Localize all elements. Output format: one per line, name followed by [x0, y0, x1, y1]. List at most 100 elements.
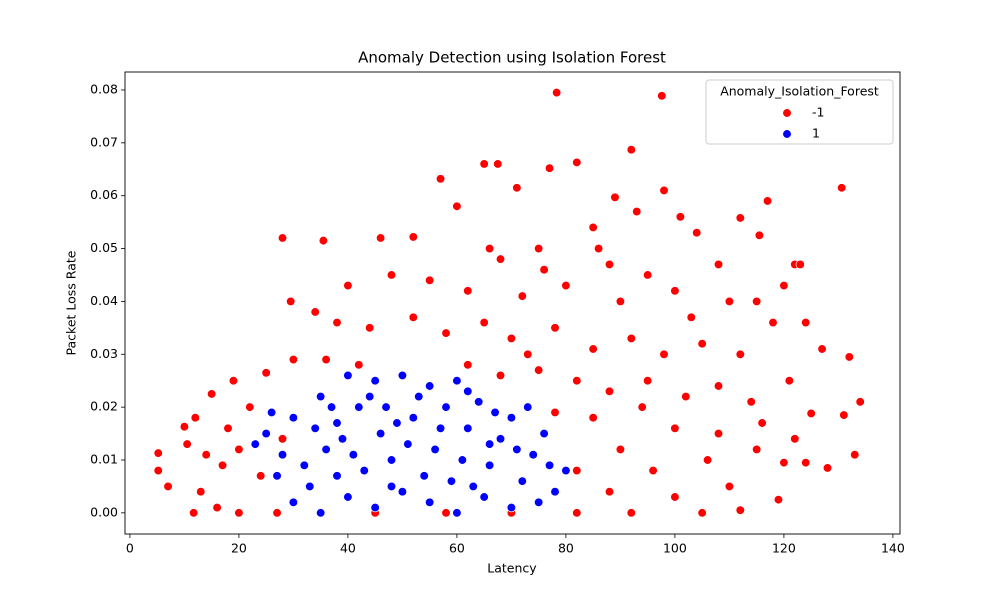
point: [386, 455, 397, 465]
point: [534, 497, 544, 507]
point: [343, 280, 353, 291]
point: [430, 444, 440, 455]
point: [713, 259, 724, 270]
point: [528, 450, 538, 460]
point: [425, 381, 435, 391]
point: [153, 465, 163, 476]
point: [484, 460, 495, 470]
point: [425, 497, 435, 507]
point: [626, 508, 636, 518]
point: [468, 481, 478, 492]
point: [643, 270, 653, 280]
point: [686, 312, 696, 322]
point: [266, 407, 277, 418]
point: [479, 317, 489, 328]
point: [286, 296, 296, 307]
point: [435, 423, 446, 433]
point: [779, 457, 789, 468]
point: [801, 457, 811, 468]
point: [452, 201, 462, 211]
point: [506, 502, 517, 513]
point: [523, 349, 533, 359]
point: [615, 444, 626, 455]
point: [844, 352, 854, 362]
point: [773, 494, 784, 505]
point: [408, 312, 418, 322]
point: [626, 145, 636, 155]
point: [757, 418, 767, 428]
point: [495, 434, 506, 444]
point: [381, 402, 391, 412]
point: [692, 228, 702, 238]
x-tick-label: 80: [558, 541, 574, 556]
point: [490, 407, 500, 418]
point: [637, 402, 647, 412]
point: [408, 232, 418, 242]
point: [724, 296, 735, 307]
point: [463, 286, 473, 296]
point: [272, 471, 282, 481]
legend: Anomaly_Isolation_Forest -1 1: [705, 79, 894, 145]
point: [837, 183, 847, 193]
point: [250, 439, 260, 449]
point: [310, 307, 320, 317]
point: [201, 450, 211, 460]
point: [419, 471, 429, 481]
point: [457, 455, 468, 465]
point: [495, 254, 506, 264]
point: [839, 410, 849, 420]
point: [182, 439, 192, 449]
x-tick-label: 0: [126, 541, 134, 556]
point: [517, 291, 527, 301]
point: [343, 492, 353, 502]
point: [446, 476, 457, 486]
point: [604, 259, 615, 270]
point: [370, 376, 380, 386]
point: [245, 402, 255, 412]
point: [604, 386, 615, 396]
point: [702, 455, 713, 465]
point: [572, 465, 582, 476]
x-tick-label: 20: [231, 541, 247, 556]
point: [321, 354, 331, 365]
point: [681, 391, 691, 402]
point: [397, 487, 408, 497]
point: [375, 428, 386, 439]
chart-title: Anomaly Detection using Isolation Forest: [358, 49, 666, 67]
point: [648, 465, 658, 476]
point: [441, 508, 451, 518]
point: [463, 360, 473, 370]
point: [659, 185, 669, 196]
y-tick-label: 0.05: [90, 240, 118, 255]
point: [572, 508, 582, 518]
point: [272, 508, 282, 518]
point: [228, 376, 239, 386]
y-tick-label: 0.01: [90, 451, 118, 466]
point: [768, 317, 778, 328]
point: [463, 423, 473, 433]
point: [234, 508, 244, 518]
point: [539, 428, 549, 439]
point: [332, 471, 342, 481]
point: [806, 408, 816, 419]
legend-title: Anomaly_Isolation_Forest: [720, 84, 879, 99]
point: [256, 471, 266, 481]
point: [332, 317, 342, 328]
point: [277, 450, 288, 460]
point: [337, 434, 348, 444]
point: [332, 418, 342, 428]
point: [588, 344, 598, 354]
point: [425, 275, 435, 285]
point: [463, 386, 473, 396]
point: [321, 444, 331, 455]
y-tick-label: 0.06: [90, 187, 118, 202]
point: [735, 213, 745, 223]
point: [790, 434, 800, 444]
y-tick-label: 0.04: [90, 293, 118, 308]
point: [523, 402, 533, 412]
point: [632, 206, 642, 217]
point: [561, 280, 571, 291]
point: [310, 423, 320, 433]
point: [534, 365, 544, 375]
y-axis-label: Packet Loss Rate: [64, 250, 79, 355]
